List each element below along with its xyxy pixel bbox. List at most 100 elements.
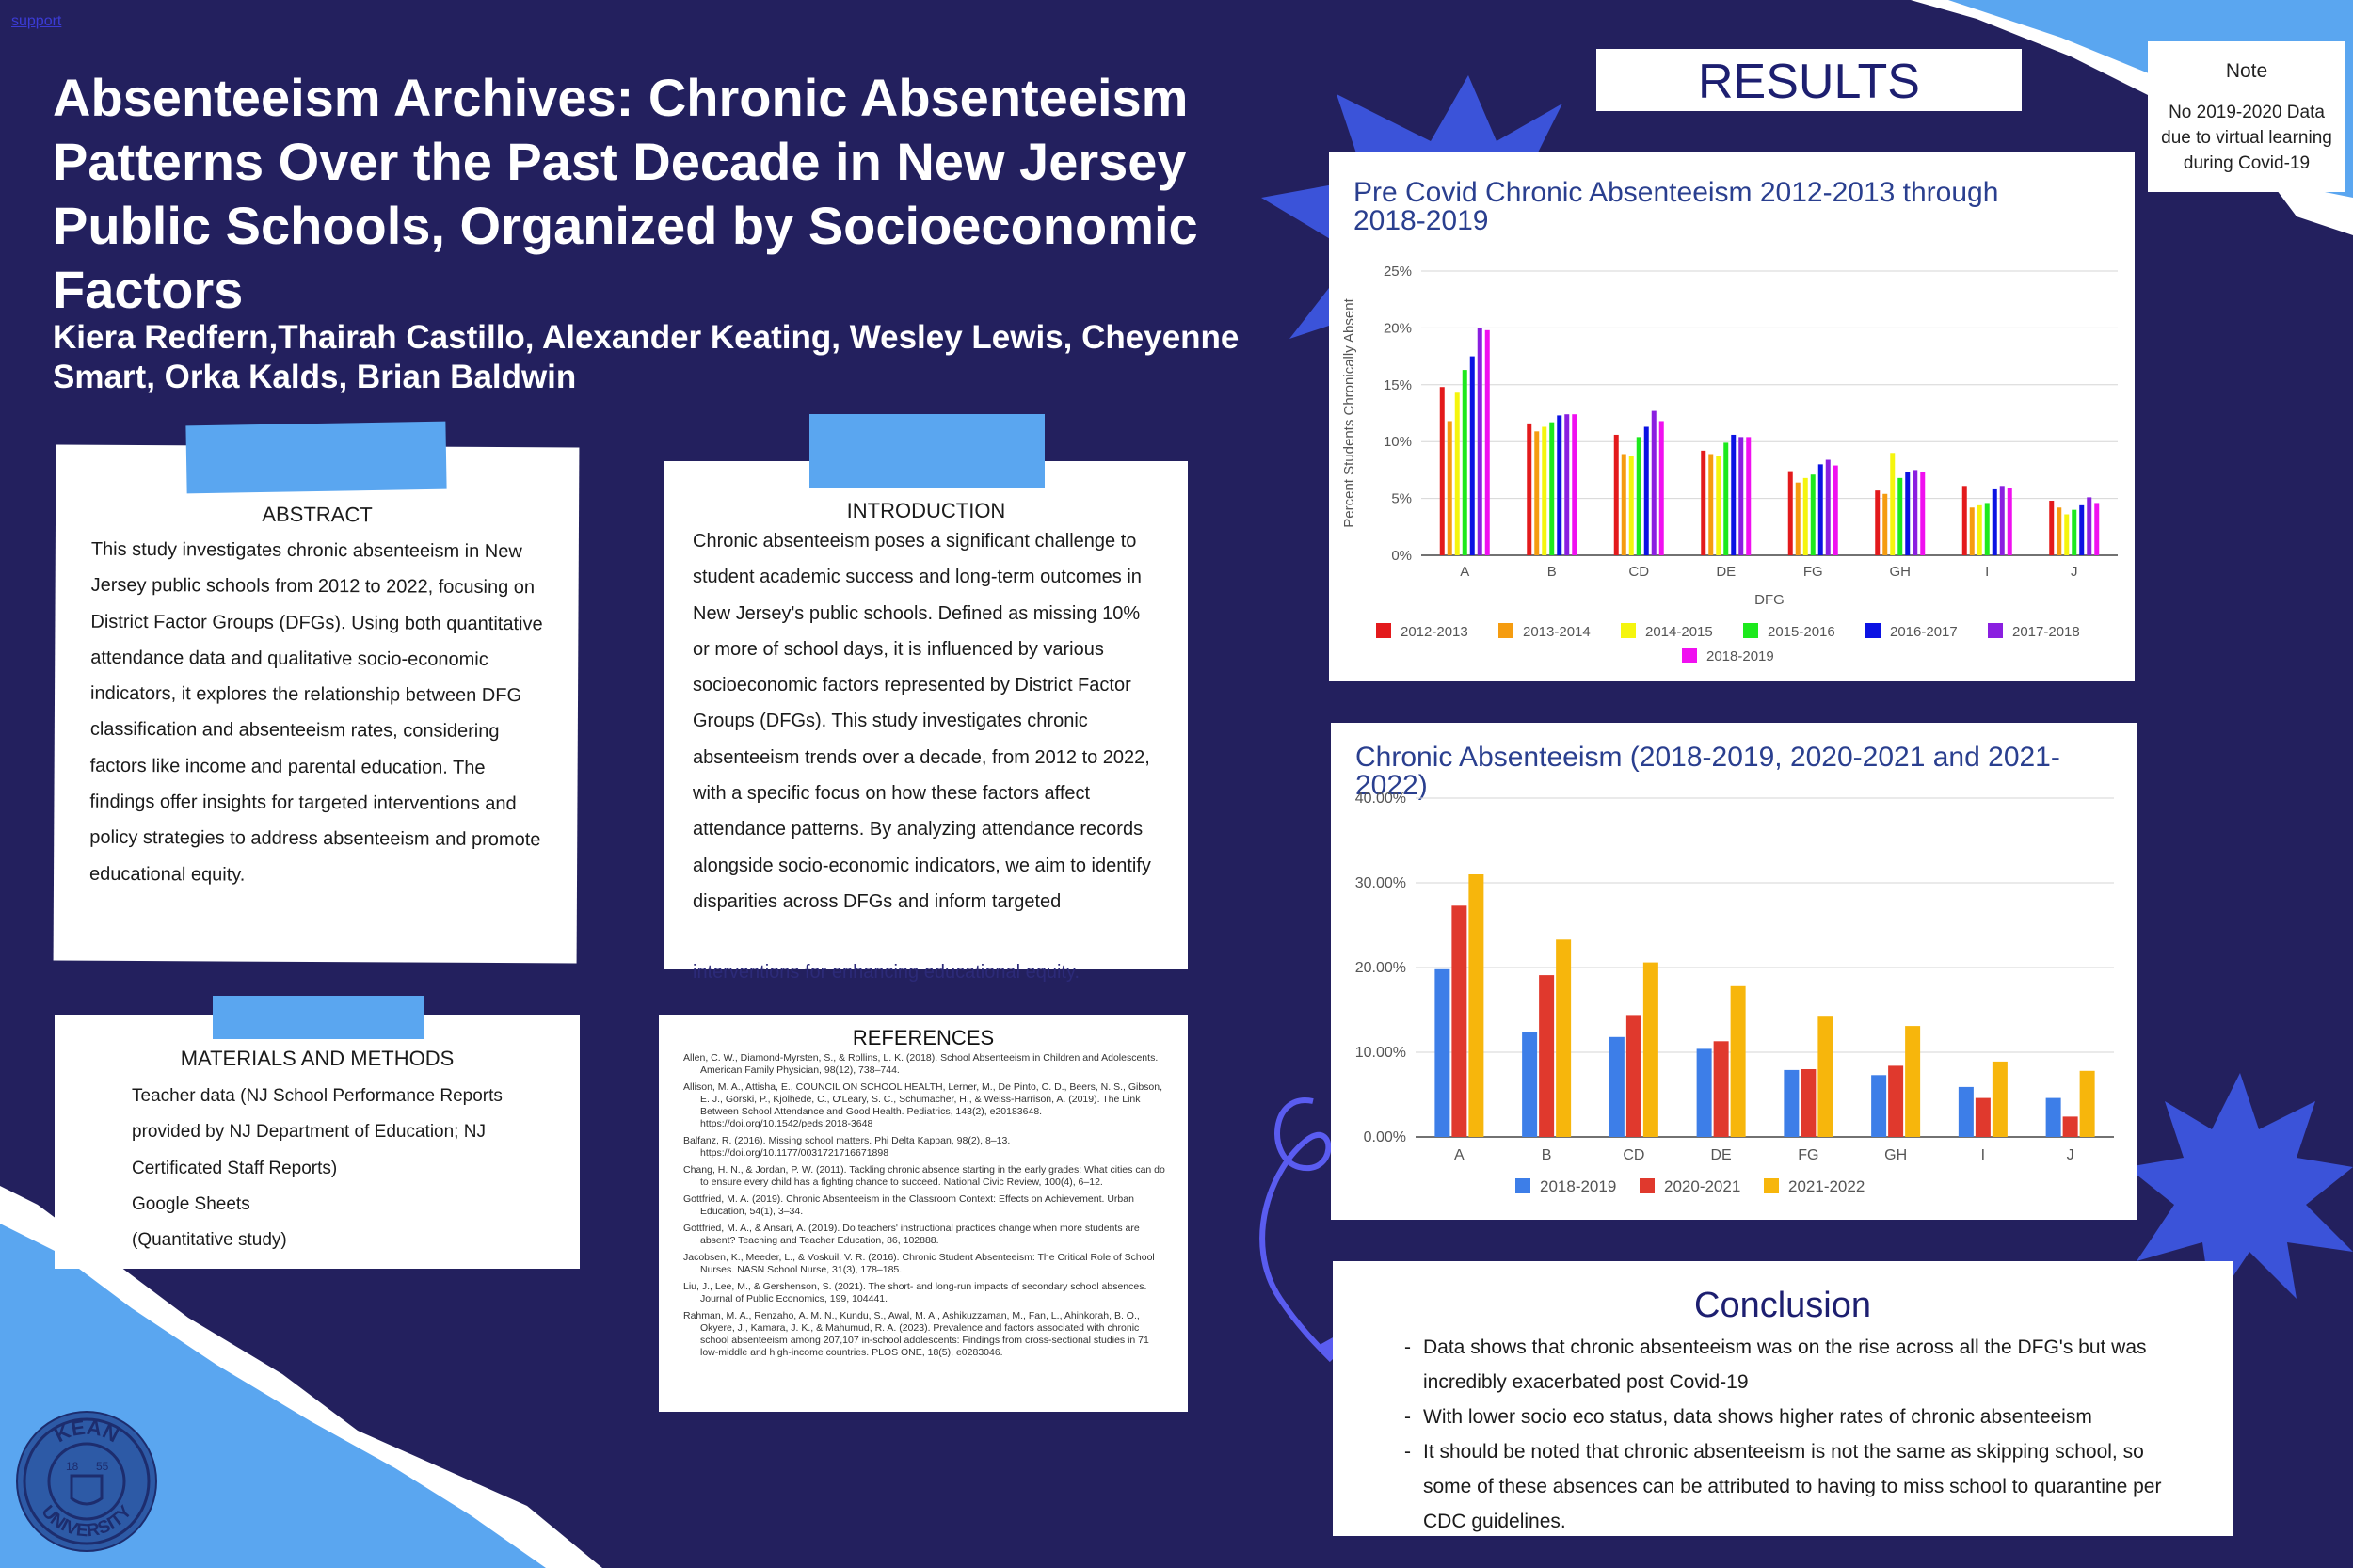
bar <box>1609 1036 1625 1137</box>
bar <box>1961 486 1967 555</box>
x-tick-label: DE <box>1716 564 1736 580</box>
y-tick-label: 5% <box>1391 491 1412 507</box>
methods-heading: MATERIALS AND METHODS <box>180 1047 455 1070</box>
bar <box>1462 370 1467 555</box>
y-tick-label: 10% <box>1384 434 1412 450</box>
bar <box>2064 514 2070 555</box>
bar <box>1890 453 1896 555</box>
x-tick-label: GH <box>1884 1147 1907 1163</box>
bar <box>1731 434 1737 555</box>
bar <box>1643 426 1649 555</box>
bar <box>1696 1048 1712 1137</box>
references-card: REFERENCES Allen, C. W., Diamond-Myrsten… <box>659 1015 1188 1412</box>
references-heading: REFERENCES <box>852 1026 995 1049</box>
x-tick-label: B <box>1542 1147 1552 1163</box>
reference-item: Gottfried, M. A. (2019). Chronic Absente… <box>683 1193 1134 1217</box>
x-tick-label: J <box>2067 1147 2074 1163</box>
reference-item: Jacobsen, K., Meeder, L., & Voskuil, V. … <box>683 1252 1155 1275</box>
x-tick-label: CD <box>1628 564 1649 580</box>
bar <box>1882 493 1888 555</box>
bar <box>1992 1061 2008 1137</box>
bar <box>1447 421 1452 555</box>
references-list: Allen, C. W., Diamond-Myrsten, S., & Rol… <box>659 1050 1188 1359</box>
reference-item: Rahman, M. A., Renzaho, A. M. N., Kundu,… <box>683 1310 1149 1358</box>
methods-line: (Quantitative study) <box>132 1230 287 1251</box>
methods-line: Certificated Staff Reports) <box>132 1158 338 1178</box>
methods-card: MATERIALS AND METHODS Teacher data (NJ S… <box>55 1015 580 1269</box>
bar <box>2079 504 2085 555</box>
chart-2-title: Chronic Absenteeism (2018-2019, 2020-202… <box>1355 742 2060 801</box>
legend-label: 2018-2019 <box>1706 648 1774 664</box>
methods-line: Google Sheets <box>132 1193 250 1214</box>
curly-arrow-decoration <box>1259 1097 1335 1363</box>
methods-line: provided by NJ Department of Education; … <box>132 1122 486 1143</box>
x-tick-label: FG <box>1798 1147 1818 1163</box>
bar <box>2062 1116 2078 1137</box>
y-tick-label: 0.00% <box>1364 1129 1406 1145</box>
bar <box>1920 472 1926 555</box>
bar <box>1817 1016 1833 1137</box>
reference-item: Gottfried, M. A., & Ansari, A. (2019). D… <box>683 1223 1140 1246</box>
bar <box>1701 450 1706 555</box>
bar <box>1454 392 1460 555</box>
x-tick-label: A <box>1454 1147 1465 1163</box>
bar <box>1468 874 1484 1137</box>
bar <box>1628 456 1634 555</box>
bar <box>1451 905 1467 1137</box>
bar <box>1871 1075 1887 1137</box>
reference-item: Liu, J., Lee, M., & Gershenson, S. (2021… <box>683 1281 1147 1304</box>
conclusion-item: With lower socio eco status, data shows … <box>1399 1400 2167 1434</box>
bar <box>1642 962 1658 1137</box>
logo-shield-icon <box>70 1474 104 1506</box>
bar <box>1958 1086 1974 1137</box>
y-tick-label: 0% <box>1391 548 1412 564</box>
bar <box>1539 975 1555 1137</box>
bar <box>1708 454 1714 555</box>
abstract-card: ABSTRACT This study investigates chronic… <box>53 444 580 964</box>
bar <box>1969 507 1975 555</box>
legend-label: 2018-2019 <box>1540 1177 1616 1195</box>
chart-pre-covid: 0% 5% 10% 15% 20% 25% A B CD DE FG GH I J DFG Percent S… <box>1341 264 2118 664</box>
reference-item: Balfanz, R. (2016). Missing school matte… <box>683 1135 1011 1159</box>
legend-swatch <box>1640 1178 1655 1193</box>
x-tick-label: FG <box>1803 564 1823 580</box>
bar <box>1469 356 1475 555</box>
bar <box>2087 497 2092 555</box>
bar <box>2045 1097 2061 1137</box>
legend-swatch <box>1498 623 1513 638</box>
bar <box>2057 507 2062 555</box>
x-tick-label: J <box>2071 564 2078 580</box>
legend-swatch <box>1682 648 1697 663</box>
bar <box>1542 426 1547 555</box>
y-axis-label: Percent Students Chronically Absent <box>1341 297 1357 527</box>
bar <box>1556 939 1572 1137</box>
conclusion-card: Conclusion Data shows that chronic absen… <box>1333 1261 2233 1536</box>
bar <box>1992 488 1997 555</box>
bar <box>1549 422 1555 555</box>
bar <box>2079 1070 2095 1137</box>
x-tick-label: I <box>1985 564 1989 580</box>
bar <box>1527 423 1532 555</box>
bar <box>1905 472 1911 555</box>
bar <box>2049 501 2055 555</box>
results-heading: RESULTS <box>1596 49 2022 111</box>
support-link[interactable]: support <box>11 13 62 29</box>
bar <box>1784 1069 1800 1137</box>
bar <box>1897 477 1903 555</box>
bar <box>1810 474 1816 555</box>
author-list: Kiera Redfern,Thairah Castillo, Alexande… <box>53 319 1240 395</box>
bar <box>1833 465 1838 555</box>
bar <box>1825 459 1831 555</box>
note-heading: Note <box>2225 60 2268 82</box>
introduction-card: INTRODUCTION Chronic absenteeism poses a… <box>664 461 1188 969</box>
conclusion-item: It should be noted that chronic absentee… <box>1399 1434 2167 1539</box>
bar <box>1738 437 1744 555</box>
x-tick-label: CD <box>1623 1147 1644 1163</box>
legend-swatch <box>1515 1178 1530 1193</box>
bar <box>1746 437 1752 555</box>
reference-item: Allen, C. W., Diamond-Myrsten, S., & Rol… <box>683 1052 1159 1076</box>
legend-label: 2016-2017 <box>1890 624 1958 640</box>
methods-list: Teacher data (NJ School Performance Repo… <box>55 1071 580 1258</box>
bar <box>1625 1015 1641 1137</box>
bar <box>1787 471 1793 555</box>
